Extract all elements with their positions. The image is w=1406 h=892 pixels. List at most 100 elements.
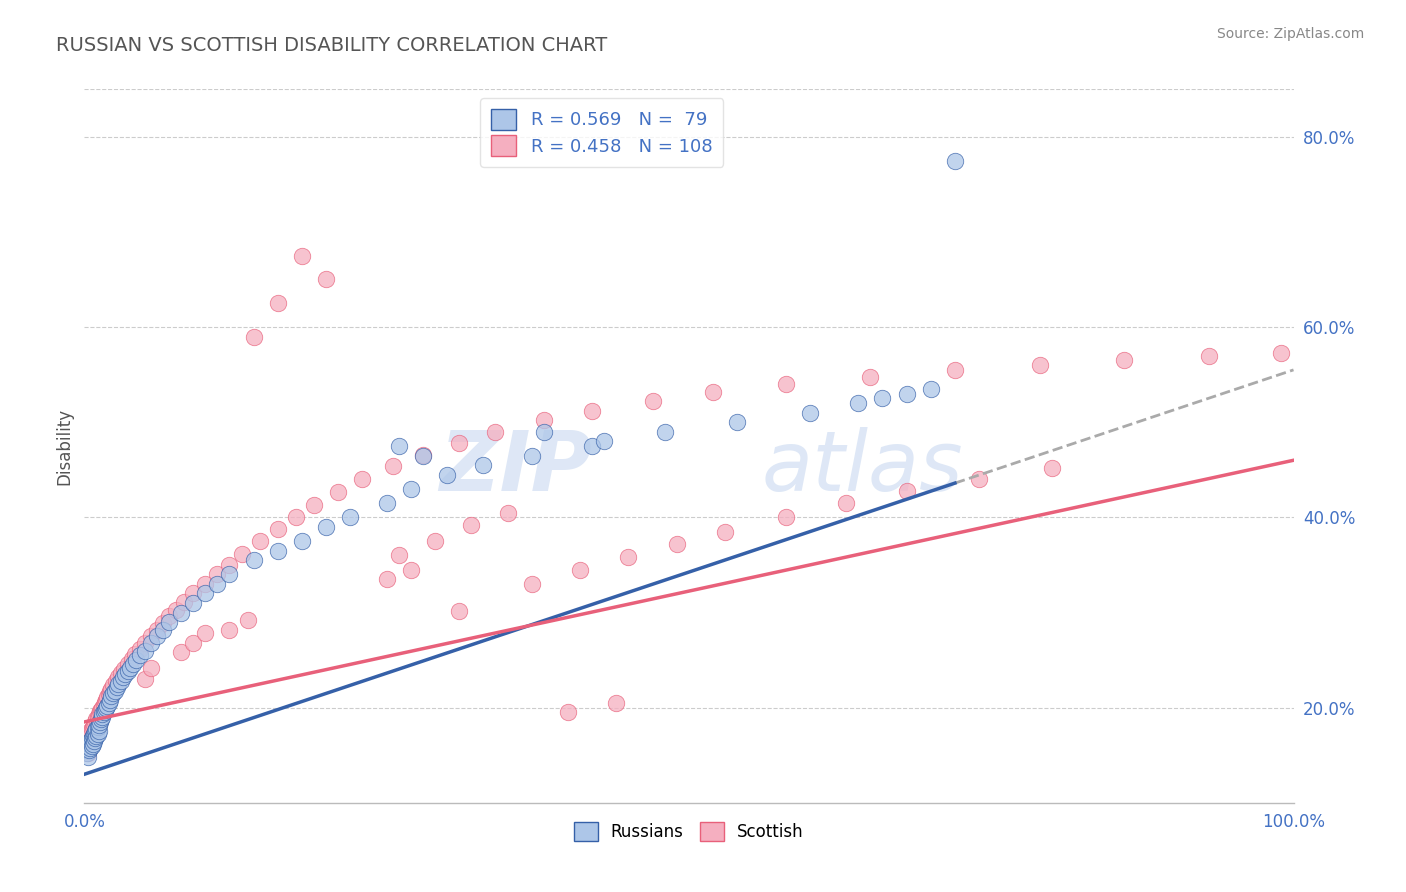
Point — [436, 467, 458, 482]
Point — [77, 737, 100, 751]
Point — [121, 657, 143, 671]
Point — [152, 615, 174, 630]
Point — [139, 661, 162, 675]
Point — [569, 563, 592, 577]
Point — [87, 707, 110, 722]
Point — [77, 743, 100, 757]
Text: RUSSIAN VS SCOTTISH DISABILITY CORRELATION CHART: RUSSIAN VS SCOTTISH DISABILITY CORRELATI… — [56, 36, 607, 54]
Point — [315, 272, 337, 286]
Point — [77, 750, 100, 764]
Point — [87, 724, 110, 739]
Point — [80, 731, 103, 745]
Point — [194, 626, 217, 640]
Point — [87, 716, 110, 731]
Point — [714, 524, 737, 539]
Point — [112, 662, 135, 676]
Point — [267, 543, 290, 558]
Point — [146, 629, 169, 643]
Point — [943, 363, 966, 377]
Point — [112, 670, 135, 684]
Point — [77, 739, 100, 753]
Point — [86, 710, 108, 724]
Point — [90, 702, 112, 716]
Text: Source: ZipAtlas.com: Source: ZipAtlas.com — [1216, 27, 1364, 41]
Point — [84, 724, 107, 739]
Point — [79, 740, 101, 755]
Point — [86, 712, 108, 726]
Point — [920, 382, 942, 396]
Point — [77, 739, 100, 753]
Point — [641, 394, 664, 409]
Point — [129, 648, 152, 663]
Point — [581, 404, 603, 418]
Point — [496, 506, 519, 520]
Point — [98, 684, 121, 698]
Point — [381, 458, 404, 473]
Point — [412, 449, 434, 463]
Point — [846, 396, 869, 410]
Point — [194, 577, 217, 591]
Point — [105, 680, 128, 694]
Point — [375, 496, 398, 510]
Point — [859, 369, 882, 384]
Point — [423, 534, 446, 549]
Point — [103, 686, 125, 700]
Point — [388, 439, 411, 453]
Point — [77, 747, 100, 761]
Point — [98, 693, 121, 707]
Point — [943, 153, 966, 168]
Point — [82, 729, 104, 743]
Point — [80, 739, 103, 753]
Point — [75, 743, 97, 757]
Point — [139, 636, 162, 650]
Point — [97, 687, 120, 701]
Point — [86, 722, 108, 736]
Point — [449, 436, 471, 450]
Point — [520, 577, 543, 591]
Point — [134, 643, 156, 657]
Point — [1028, 358, 1050, 372]
Point — [375, 572, 398, 586]
Point — [125, 653, 148, 667]
Point — [91, 710, 114, 724]
Point — [654, 425, 676, 439]
Point — [267, 296, 290, 310]
Point — [134, 636, 156, 650]
Point — [120, 661, 142, 675]
Point — [84, 731, 107, 745]
Point — [139, 629, 162, 643]
Point — [605, 696, 627, 710]
Point — [249, 534, 271, 549]
Point — [104, 683, 127, 698]
Point — [472, 458, 495, 472]
Point — [593, 434, 616, 449]
Point — [86, 720, 108, 734]
Point — [799, 406, 821, 420]
Point — [93, 698, 115, 712]
Point — [412, 448, 434, 462]
Point — [302, 498, 325, 512]
Point — [84, 724, 107, 739]
Point — [165, 602, 187, 616]
Point — [82, 737, 104, 751]
Point — [83, 718, 105, 732]
Point — [107, 670, 129, 684]
Point — [89, 714, 111, 729]
Point — [82, 729, 104, 743]
Point — [84, 714, 107, 729]
Point — [83, 727, 105, 741]
Point — [121, 652, 143, 666]
Point — [76, 740, 98, 755]
Text: ZIP: ZIP — [440, 427, 592, 508]
Point — [170, 645, 193, 659]
Point — [328, 484, 350, 499]
Point — [1198, 349, 1220, 363]
Point — [236, 613, 259, 627]
Point — [89, 705, 111, 719]
Point — [242, 329, 264, 343]
Point — [100, 681, 122, 696]
Point — [775, 510, 797, 524]
Point — [117, 665, 139, 679]
Point — [1114, 353, 1136, 368]
Point — [93, 706, 115, 720]
